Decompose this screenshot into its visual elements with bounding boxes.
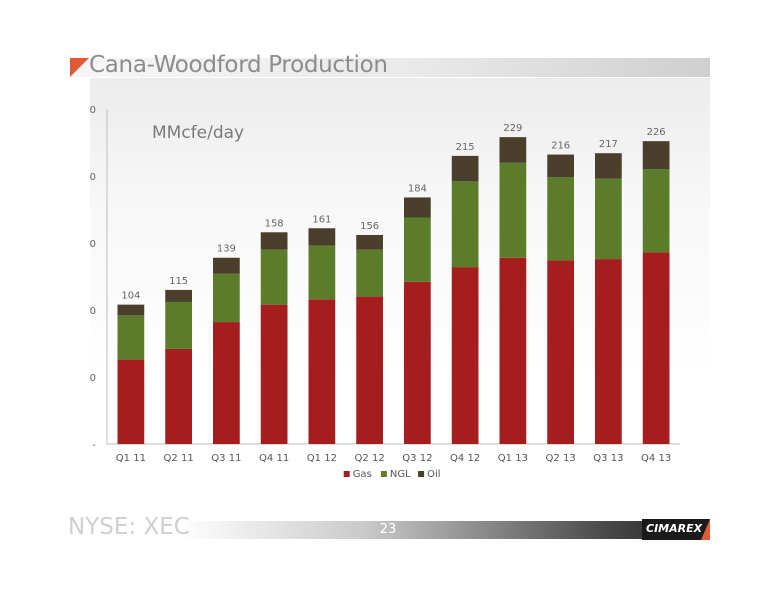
data-label: 158 xyxy=(265,218,284,229)
x-tick-label: Q1 12 xyxy=(307,453,337,464)
data-label: 161 xyxy=(312,214,331,225)
bar-oil-8 xyxy=(451,155,479,182)
footer-bar xyxy=(180,521,710,539)
legend-label-oil: Oil xyxy=(427,469,440,480)
data-label: 226 xyxy=(647,127,666,138)
legend-label-ngl: NGL xyxy=(390,469,411,480)
bar-oil-6 xyxy=(356,234,383,250)
logo-text: CIMAREX xyxy=(646,522,703,535)
y-tick-label: 200 xyxy=(90,172,96,183)
data-label: 215 xyxy=(456,142,475,153)
bar-gas-3 xyxy=(213,322,240,444)
bar-gas-12 xyxy=(642,252,670,444)
y-tick-label: 250 xyxy=(90,105,96,116)
bar-ngl-5 xyxy=(308,245,336,300)
bar-oil-10 xyxy=(547,154,574,178)
x-tick-label: Q3 13 xyxy=(593,453,623,464)
data-label: 104 xyxy=(121,291,140,302)
bar-oil-11 xyxy=(595,153,622,179)
legend-label-gas: Gas xyxy=(353,469,372,480)
production-chart: - 50 100 150 200 250 MMcfe/day 104 Q1 11 115 Q2 11… xyxy=(90,105,680,480)
footer-ticker: NYSE: XEC xyxy=(68,514,190,540)
company-logo: CIMAREX xyxy=(642,519,710,540)
bar-ngl-3 xyxy=(213,273,240,323)
bar-oil-9 xyxy=(499,137,527,163)
x-tick-label: Q4 12 xyxy=(450,453,480,464)
data-label: 217 xyxy=(599,139,618,150)
chart-annotation: MMcfe/day xyxy=(152,123,244,143)
bar-oil-5 xyxy=(308,228,336,246)
y-tick-label: - xyxy=(92,440,96,451)
bar-gas-9 xyxy=(499,257,527,444)
data-label: 139 xyxy=(217,244,236,255)
bar-oil-3 xyxy=(213,257,240,274)
bar-ngl-8 xyxy=(451,181,479,268)
bar-ngl-11 xyxy=(595,178,622,260)
bar-oil-2 xyxy=(165,289,192,302)
legend-swatch-ngl xyxy=(380,471,387,477)
chart-panel: - 50 100 150 200 250 MMcfe/day 104 Q1 11 115 Q2 11… xyxy=(90,78,710,498)
legend-swatch-gas xyxy=(343,471,350,477)
bar-oil-12 xyxy=(642,141,670,170)
data-label: 216 xyxy=(551,141,570,152)
title-accent xyxy=(70,58,89,77)
x-tick-label: Q4 11 xyxy=(259,453,289,464)
x-tick-label: Q2 13 xyxy=(546,453,576,464)
bar-gas-7 xyxy=(404,281,431,444)
bar-ngl-10 xyxy=(547,177,574,261)
x-tick-label: Q1 13 xyxy=(498,453,528,464)
bar-gas-4 xyxy=(260,304,288,444)
bar-ngl-12 xyxy=(642,169,670,253)
legend-swatch-oil xyxy=(418,471,425,477)
bar-gas-11 xyxy=(595,259,622,444)
data-label: 184 xyxy=(408,183,427,194)
y-tick-label: 50 xyxy=(90,373,96,384)
y-tick-label: 100 xyxy=(90,306,96,317)
bar-ngl-2 xyxy=(165,301,192,349)
x-tick-label: Q1 11 xyxy=(116,453,146,464)
bar-ngl-4 xyxy=(260,249,288,305)
page-number: 23 xyxy=(379,522,397,537)
bar-gas-6 xyxy=(356,296,383,444)
bar-ngl-7 xyxy=(404,217,431,282)
bar-ngl-1 xyxy=(117,315,145,360)
x-tick-label: Q3 12 xyxy=(402,453,432,464)
data-label: 115 xyxy=(169,276,188,287)
x-tick-label: Q3 11 xyxy=(211,453,241,464)
bar-oil-4 xyxy=(260,232,288,250)
x-tick-label: Q2 11 xyxy=(164,453,194,464)
data-label: 229 xyxy=(503,123,522,134)
bar-ngl-9 xyxy=(499,162,527,258)
bar-ngl-6 xyxy=(356,249,383,297)
x-tick-label: Q2 12 xyxy=(355,453,385,464)
data-label: 156 xyxy=(360,221,379,232)
title-bar xyxy=(70,58,710,77)
bar-oil-7 xyxy=(404,197,431,218)
logo-accent xyxy=(701,519,710,540)
x-tick-label: Q4 13 xyxy=(641,453,671,464)
bar-gas-10 xyxy=(547,260,574,444)
y-tick-label: 150 xyxy=(90,239,96,250)
bar-oil-1 xyxy=(117,304,145,316)
bar-gas-1 xyxy=(117,359,145,444)
page-title: Cana-Woodford Production xyxy=(89,52,388,78)
bar-gas-8 xyxy=(451,267,479,444)
bar-gas-5 xyxy=(308,299,336,444)
bar-gas-2 xyxy=(165,348,192,444)
